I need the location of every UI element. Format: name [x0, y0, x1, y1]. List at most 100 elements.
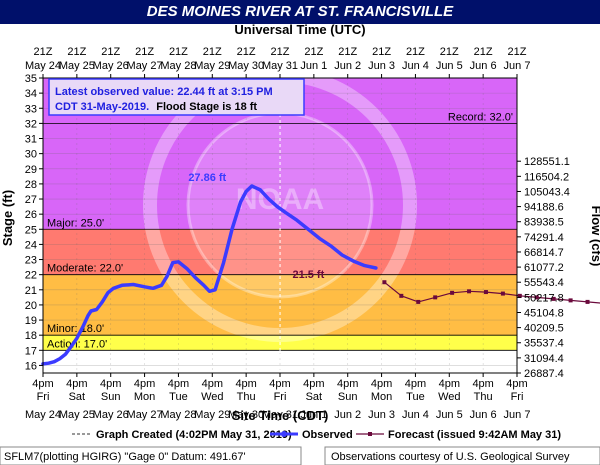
top-tick-date: Jun 4 — [402, 60, 429, 72]
footer: SFLM7(plotting HGIRG) "Gage 0" Datum: 49… — [0, 446, 600, 465]
right-tick-label: 31094.4 — [524, 353, 564, 365]
bottom-axis-title: Site Time (CDT) — [232, 408, 329, 423]
right-tick-label: 35537.4 — [524, 338, 564, 350]
bottom-tick-day: Fri — [37, 391, 50, 403]
bottom-tick-day: Mon — [134, 391, 155, 403]
bottom-tick-date: May 25 — [59, 409, 95, 421]
top-tick-time: 21Z — [101, 46, 120, 58]
bottom-tick-date: May 29 — [194, 409, 230, 421]
left-tick-label: 25 — [25, 224, 37, 236]
top-tick-time: 21Z — [406, 46, 425, 58]
left-tick-label: 35 — [25, 73, 37, 85]
right-tick-label: 83938.5 — [524, 217, 564, 229]
left-tick-label: 26 — [25, 209, 37, 221]
top-tick-date: Jun 5 — [436, 60, 463, 72]
bottom-tick-day: Fri — [274, 391, 287, 403]
right-tick-label: 55543.4 — [524, 277, 564, 289]
threshold-label-record: Record: 32.0' — [448, 111, 513, 123]
title-bar: DES MOINES RIVER AT ST. FRANCISVILLE — [0, 0, 600, 24]
right-tick-label: 45104.8 — [524, 307, 564, 319]
info-box-frame — [48, 78, 305, 116]
info-date: CDT 31-May-2019. — [55, 101, 149, 113]
bottom-tick-day: Sat — [306, 391, 323, 403]
bottom-tick-time: 4pm — [235, 378, 256, 390]
footer-right-box — [324, 446, 600, 465]
right-tick-label: 74291.4 — [524, 232, 564, 244]
top-tick-time: 21Z — [372, 46, 391, 58]
forecast-point — [568, 298, 573, 303]
top-tick-date: May 31 — [262, 60, 298, 72]
top-tick-date: May 26 — [93, 60, 129, 72]
bottom-tick-date: Jun 1 — [300, 409, 327, 421]
bottom-tick-day: Tue — [169, 391, 188, 403]
top-tick-time: 21Z — [338, 46, 357, 58]
bottom-tick-day: Sat — [69, 391, 86, 403]
left-tick-label: 33 — [25, 103, 37, 115]
bottom-tick-time: 4pm — [405, 378, 426, 390]
forecast-point — [433, 295, 438, 300]
bottom-tick-date: May 28 — [160, 409, 196, 421]
left-tick-label: 31 — [25, 134, 37, 146]
top-tick-time: 21Z — [474, 46, 493, 58]
bottom-tick-date: Jun 6 — [470, 409, 497, 421]
top-axis-title: Universal Time (UTC) — [234, 24, 365, 37]
bottom-tick-time: 4pm — [32, 378, 53, 390]
legend-forecast-label: Forecast (issued 9:42AM May 31) — [388, 429, 561, 441]
threshold-label-moderate: Moderate: 22.0' — [47, 263, 123, 275]
left-tick-label: 34 — [25, 88, 37, 100]
bottom-tick-day: Sun — [338, 391, 358, 403]
top-tick-time: 21Z — [237, 46, 256, 58]
left-tick-label: 32 — [25, 118, 37, 130]
top-tick-time: 21Z — [203, 46, 222, 58]
info-flood-stage: Flood Stage is 18 ft — [156, 101, 257, 113]
threshold-label-major: Major: 25.0' — [47, 217, 104, 229]
left-tick-label: 22 — [25, 270, 37, 282]
left-tick-label: 24 — [25, 239, 37, 251]
bottom-tick-date: Jun 5 — [436, 409, 463, 421]
top-tick-time: 21Z — [508, 46, 527, 58]
threshold-label-action: Action: 17.0' — [47, 338, 107, 350]
top-tick-time: 21Z — [135, 46, 154, 58]
bottom-tick-date: May 24 — [25, 409, 61, 421]
bottom-tick-date: Jun 2 — [334, 409, 361, 421]
right-tick-label: 105043.4 — [524, 186, 570, 198]
bottom-tick-day: Wed — [201, 391, 223, 403]
bottom-tick-day: Wed — [438, 391, 460, 403]
bottom-tick-date: May 27 — [127, 409, 163, 421]
bottom-tick-day: Mon — [371, 391, 392, 403]
top-tick-time: 21Z — [271, 46, 290, 58]
bottom-tick-time: 4pm — [269, 378, 290, 390]
right-tick-label: 116504.2 — [524, 171, 569, 183]
top-tick-date: Jun 1 — [300, 60, 327, 72]
right-tick-label: 128551.1 — [524, 156, 570, 168]
bottom-tick-day: Sun — [101, 391, 121, 403]
right-tick-label: 26887.4 — [524, 368, 564, 380]
right-axis-title: Flow (cfs) — [589, 206, 600, 267]
annotation-forecast: 21.5 ft — [292, 269, 324, 281]
footer-datum: SFLM7(plotting HGIRG) "Gage 0" Datum: 49… — [4, 451, 246, 463]
bottom-tick-date: May 30 — [228, 409, 264, 421]
left-tick-label: 19 — [25, 315, 37, 327]
forecast-point — [585, 299, 590, 304]
bottom-tick-date: Jun 4 — [402, 409, 429, 421]
left-tick-label: 28 — [25, 179, 37, 191]
left-tick-label: 29 — [25, 164, 37, 176]
bottom-tick-time: 4pm — [439, 378, 460, 390]
forecast-point — [399, 293, 404, 298]
bottom-tick-time: 4pm — [66, 378, 87, 390]
footer-left-box — [0, 446, 302, 465]
left-tick-label: 16 — [25, 360, 37, 372]
threshold-lines: Record: 32.0' Major: 25.0' Moderate: 22.0'… — [43, 111, 517, 351]
top-tick-date: Jun 2 — [334, 60, 361, 72]
forecast-point — [551, 296, 556, 301]
bottom-tick-date: May 31 — [262, 409, 298, 421]
right-tick-label: 94188.6 — [524, 202, 564, 214]
top-tick-date: Jun 6 — [470, 60, 497, 72]
right-tick-label: 61077.2 — [524, 262, 564, 274]
forecast-point — [483, 290, 488, 295]
bottom-tick-time: 4pm — [337, 378, 358, 390]
forecast-point — [500, 291, 505, 296]
top-tick-date: May 29 — [194, 60, 230, 72]
bottom-tick-day: Thu — [237, 391, 256, 403]
